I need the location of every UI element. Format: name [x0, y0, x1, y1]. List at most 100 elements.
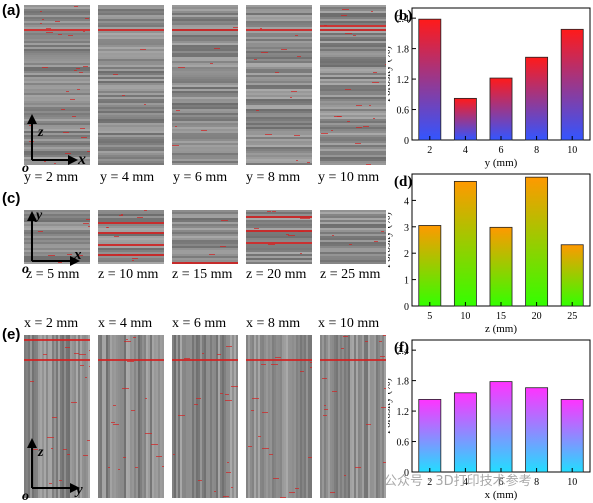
- xtick-label-d-1: 10: [460, 311, 470, 322]
- xtick-label-f-4: 10: [567, 477, 577, 488]
- panel-label-c: (c): [2, 190, 21, 207]
- ct-slice-c3: [172, 210, 238, 264]
- bar-b-2: [489, 77, 513, 141]
- ytick-label-f-1: 0.6: [397, 438, 410, 449]
- ytick-label-f-4: 2.4: [397, 346, 410, 357]
- ytick-label-d-1: 1: [404, 276, 409, 287]
- y-axis-label-f: Porosity (%): [388, 378, 393, 434]
- xtick-label-f-3: 8: [534, 477, 539, 488]
- caption-a1: y = 2 mm: [24, 170, 79, 185]
- panel-label-a: (a): [2, 2, 21, 19]
- caption-c3: z = 15 mm: [172, 267, 233, 282]
- caption-e1: x = 2 mm: [24, 316, 79, 331]
- xtick-label-d-3: 20: [532, 311, 542, 322]
- ct-slice-c2: [98, 210, 164, 264]
- ct-slice-e5: [320, 335, 386, 498]
- caption-a5: y = 10 mm: [318, 170, 380, 185]
- panel-label-b: (b): [394, 8, 412, 24]
- ct-slice-a4: [246, 5, 312, 165]
- bar-f-2: [489, 381, 513, 473]
- ytick-label-d-0: 0: [404, 302, 409, 313]
- axis-letter-c-h: x: [73, 247, 82, 263]
- bar-b-1: [453, 97, 477, 141]
- ct-slice-a3: [172, 5, 238, 165]
- ytick-label-f-2: 1.2: [397, 407, 410, 418]
- panel-label-e: (e): [2, 326, 21, 343]
- ytick-label-b-2: 1.2: [397, 75, 410, 86]
- caption-e2: x = 4 mm: [98, 316, 153, 331]
- caption-c4: z = 20 mm: [246, 267, 307, 282]
- ct-slice-c5: [320, 210, 386, 264]
- origin-a: o: [22, 161, 29, 172]
- caption-e5: x = 10 mm: [318, 316, 380, 331]
- ct-slice-a1: [24, 5, 90, 165]
- panel-label-d: (d): [394, 174, 412, 190]
- xtick-label-d-0: 5: [427, 311, 432, 322]
- watermark: 公众号 · 3D打印技术参考: [384, 474, 532, 489]
- y-axis-label-d: Porosity (%): [388, 212, 393, 268]
- ytick-label-b-1: 0.6: [397, 106, 410, 117]
- axis-triad-e: z y o: [22, 438, 83, 502]
- xtick-label-b-1: 4: [463, 145, 468, 156]
- axis-triad-c: y x o: [22, 208, 82, 273]
- xtick-label-b-0: 2: [427, 145, 432, 156]
- axis-triad-a: z x o: [22, 114, 86, 172]
- bar-d-1: [453, 180, 477, 307]
- ct-slice-c4: [246, 210, 312, 264]
- bar-f-4: [560, 398, 584, 473]
- ytick-label-f-0: 0: [404, 468, 409, 479]
- axis-letter-e-v: z: [37, 445, 44, 460]
- ytick-label-d-4: 4: [404, 196, 409, 207]
- caption-e4: x = 8 mm: [246, 316, 301, 331]
- panel-label-f: (f): [394, 340, 409, 356]
- y-axis-label-b: Porosity (%): [388, 46, 393, 102]
- xtick-label-f-0: 2: [427, 477, 432, 488]
- ct-slice-e2: [98, 335, 164, 498]
- axis-letter-a-v: z: [37, 125, 44, 140]
- caption-c2: z = 10 mm: [98, 267, 159, 282]
- caption-a2: y = 4 mm: [100, 170, 155, 185]
- x-axis-label-f: x (mm): [485, 489, 518, 501]
- caption-e3: x = 6 mm: [172, 316, 227, 331]
- origin-e: o: [22, 489, 29, 502]
- porosity-charts: (b)00.61.21.82.42 4 6 8 10y (mm)Porosity (%)…: [388, 7, 591, 501]
- ct-slice-a2: [98, 5, 164, 165]
- ytick-label-f-3: 1.8: [397, 377, 410, 388]
- bar-f-0: [418, 398, 442, 473]
- caption-c1: z = 5 mm: [26, 267, 80, 282]
- xtick-label-b-3: 8: [534, 145, 539, 156]
- ct-slice-a5: [320, 5, 386, 165]
- bar-b-4: [560, 28, 584, 141]
- xtick-label-f-1: 4: [463, 477, 468, 488]
- bar-d-0: [418, 225, 442, 307]
- ct-slice-e3: [172, 335, 238, 498]
- origin-c: o: [22, 262, 29, 273]
- ct-slice-e1: [24, 335, 90, 498]
- caption-c5: z = 25 mm: [320, 267, 381, 282]
- x-axis-label-b: y (mm): [485, 157, 518, 169]
- ytick-label-b-0: 0: [404, 136, 409, 147]
- x-axis-label-d: z (mm): [485, 323, 517, 335]
- xtick-label-f-2: 6: [499, 477, 504, 488]
- bar-b-3: [525, 56, 549, 141]
- xtick-label-d-4: 25: [567, 311, 577, 322]
- axis-letter-c-v: y: [34, 208, 43, 223]
- ytick-label-d-2: 2: [404, 249, 409, 260]
- ytick-label-b-3: 1.8: [397, 45, 410, 56]
- caption-a3: y = 6 mm: [173, 170, 228, 185]
- bar-f-1: [453, 392, 477, 473]
- bar-d-3: [525, 176, 549, 307]
- ct-slice-e4: [246, 335, 312, 498]
- ytick-label-b-4: 2.4: [397, 14, 410, 25]
- bar-f-3: [525, 387, 549, 473]
- caption-a4: y = 8 mm: [246, 170, 301, 185]
- bar-b-0: [418, 18, 442, 141]
- xtick-label-d-2: 15: [496, 311, 506, 322]
- xtick-label-b-2: 6: [499, 145, 504, 156]
- bar-d-4: [560, 244, 584, 307]
- axis-letter-e-h: y: [74, 482, 83, 498]
- axis-letter-a-h: x: [77, 151, 86, 168]
- xtick-label-b-4: 10: [567, 145, 577, 156]
- ytick-label-d-3: 3: [404, 223, 409, 234]
- bar-d-2: [489, 226, 513, 307]
